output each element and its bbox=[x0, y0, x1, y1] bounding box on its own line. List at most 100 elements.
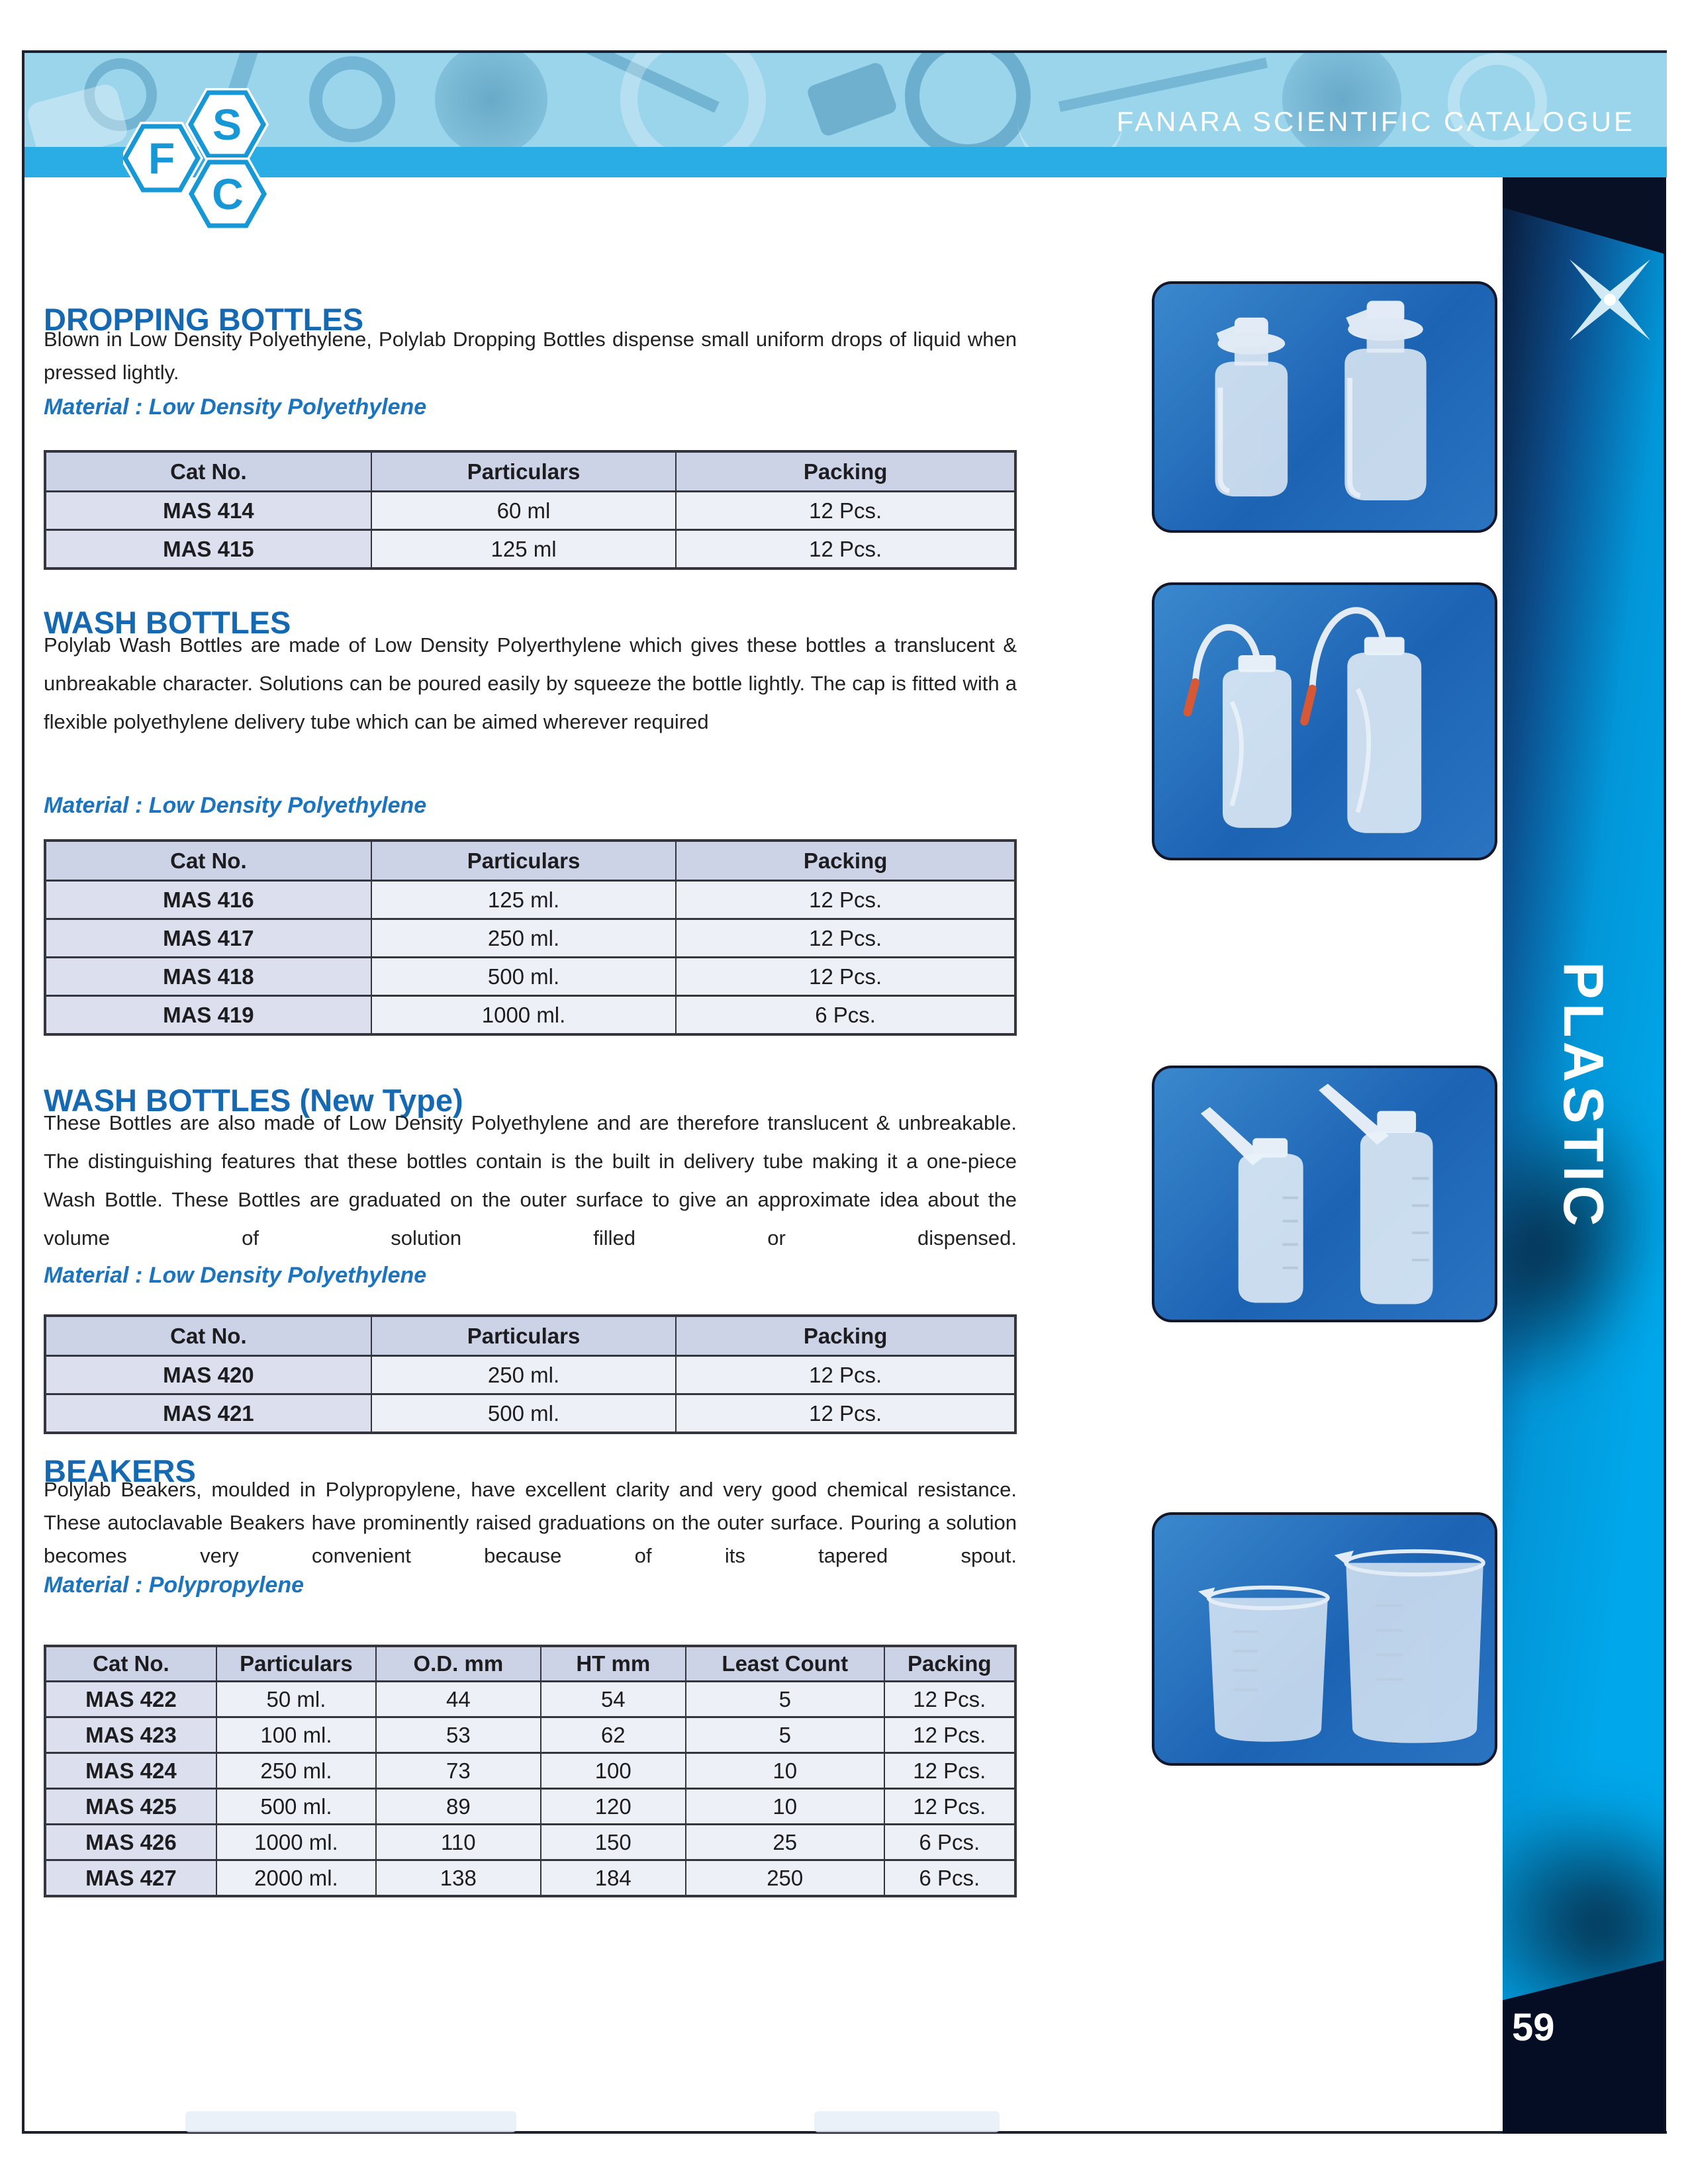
wash-bottles-table: Cat No. Particulars Packing MAS 416 125 ml. 1… bbox=[44, 839, 1017, 1036]
section-description: Polylab Beakers, moulded in Polypropylen… bbox=[44, 1478, 1017, 1567]
table-header-row: Cat No. Particulars Packing bbox=[46, 1317, 1014, 1355]
page-number: 59 bbox=[1512, 2006, 1555, 2049]
table-cell: 12 Pcs. bbox=[675, 1357, 1014, 1393]
table-cell: 5 bbox=[684, 1718, 884, 1752]
lab-equipment-ghost-icon bbox=[309, 56, 395, 142]
table-cell: 12 Pcs. bbox=[883, 1754, 1014, 1788]
print-ghost-smudge bbox=[814, 2111, 1000, 2132]
table-row: MAS 424 250 ml. 73 100 10 12 Pcs. bbox=[46, 1752, 1014, 1788]
table-cell: 6 Pcs. bbox=[675, 997, 1014, 1033]
table-cell: MAS 414 bbox=[46, 492, 371, 529]
table-cell: 250 ml. bbox=[370, 920, 676, 956]
banner-blue-stripe bbox=[24, 147, 1667, 177]
wash-bottles-photo bbox=[1152, 582, 1497, 860]
table-cell: 12 Pcs. bbox=[675, 920, 1014, 956]
lab-equipment-ghost-icon bbox=[620, 53, 766, 147]
header-banner bbox=[24, 53, 1667, 147]
table-cell: 12 Pcs. bbox=[883, 1718, 1014, 1752]
lab-equipment-ghost-icon bbox=[435, 53, 547, 147]
section-title-beakers: BEAKERS bbox=[44, 1453, 196, 1488]
table-cell: 12 Pcs. bbox=[675, 1395, 1014, 1432]
table-cell: 1000 ml. bbox=[215, 1825, 376, 1859]
column-header: Particulars bbox=[370, 1317, 676, 1355]
lab-equipment-ghost-icon bbox=[805, 60, 899, 138]
table-cell: MAS 422 bbox=[46, 1682, 216, 1716]
print-ghost-smudge bbox=[185, 2111, 516, 2132]
table-cell: 6 Pcs. bbox=[883, 1861, 1014, 1895]
table-cell: 125 ml. bbox=[370, 882, 676, 918]
table-row: MAS 419 1000 ml. 6 Pcs. bbox=[46, 995, 1014, 1033]
table-cell: 50 ml. bbox=[215, 1682, 376, 1716]
column-header: Particulars bbox=[215, 1647, 376, 1680]
table-cell: 120 bbox=[539, 1790, 685, 1823]
material-line: Material : Polypropylene bbox=[44, 1572, 304, 1598]
table-cell: 25 bbox=[684, 1825, 884, 1859]
lab-equipment-ghost-icon bbox=[905, 53, 1031, 147]
table-cell: 2000 ml. bbox=[215, 1861, 376, 1895]
table-cell: 10 bbox=[684, 1790, 884, 1823]
section-description: Polylab Wash Bottles are made of Low Den… bbox=[44, 633, 1017, 733]
table-row: MAS 414 60 ml 12 Pcs. bbox=[46, 490, 1014, 529]
table-cell: 12 Pcs. bbox=[675, 492, 1014, 529]
wash-bottle-large bbox=[1300, 607, 1422, 833]
wash-bottles-new-type-table: Cat No. Particulars Packing MAS 420 250 ml. 1… bbox=[44, 1314, 1017, 1434]
table-cell: 60 ml bbox=[370, 492, 676, 529]
table-cell: MAS 423 bbox=[46, 1718, 216, 1752]
table-cell: 73 bbox=[375, 1754, 540, 1788]
table-cell: MAS 415 bbox=[46, 531, 371, 567]
beakers-table: Cat No. Particulars O.D. mm HT mm Least Coun… bbox=[44, 1645, 1017, 1897]
column-header: O.D. mm bbox=[375, 1647, 540, 1680]
table-cell: 12 Pcs. bbox=[675, 958, 1014, 995]
logo-letter-c: C bbox=[212, 169, 244, 218]
logo-letter-f: F bbox=[148, 134, 175, 183]
section-title-wash-bottles: WASH BOTTLES bbox=[44, 605, 291, 640]
table-cell: 53 bbox=[375, 1718, 540, 1752]
table-cell: 5 bbox=[684, 1682, 884, 1716]
table-cell: 125 ml bbox=[370, 531, 676, 567]
table-cell: MAS 421 bbox=[46, 1395, 371, 1432]
catalogue-title: FANARA SCIENTIFIC CATALOGUE bbox=[1116, 106, 1635, 137]
beaker-large bbox=[1334, 1549, 1485, 1743]
page-border-frame bbox=[22, 50, 1667, 2134]
table-cell: 250 ml. bbox=[215, 1754, 376, 1788]
table-row: MAS 421 500 ml. 12 Pcs. bbox=[46, 1393, 1014, 1432]
beakers-photo bbox=[1152, 1512, 1497, 1766]
column-header: Cat No. bbox=[46, 1317, 371, 1355]
table-row: MAS 418 500 ml. 12 Pcs. bbox=[46, 956, 1014, 995]
column-header: Least Count bbox=[684, 1647, 884, 1680]
table-cell: 110 bbox=[375, 1825, 540, 1859]
table-cell: MAS 424 bbox=[46, 1754, 216, 1788]
table-cell: MAS 426 bbox=[46, 1825, 216, 1859]
table-cell: 500 ml. bbox=[370, 958, 676, 995]
table-cell: 138 bbox=[375, 1861, 540, 1895]
table-cell: 10 bbox=[684, 1754, 884, 1788]
table-cell: 62 bbox=[539, 1718, 685, 1752]
table-cell: MAS 425 bbox=[46, 1790, 216, 1823]
plastic-section-sidebar: PLASTIC 59 bbox=[1503, 177, 1666, 2134]
table-row: MAS 417 250 ml. 12 Pcs. bbox=[46, 918, 1014, 956]
wash-bottle-small bbox=[1183, 623, 1291, 828]
new-type-wash-bottle-small bbox=[1200, 1107, 1303, 1303]
table-cell: MAS 420 bbox=[46, 1357, 371, 1393]
table-header-row: Cat No. Particulars Packing bbox=[46, 453, 1014, 490]
column-header: Packing bbox=[675, 842, 1014, 880]
table-cell: 12 Pcs. bbox=[675, 531, 1014, 567]
table-cell: 1000 ml. bbox=[370, 997, 676, 1033]
table-cell: 6 Pcs. bbox=[883, 1825, 1014, 1859]
table-cell: 500 ml. bbox=[215, 1790, 376, 1823]
wash-bottles-new-type-photo bbox=[1152, 1066, 1497, 1322]
table-row: MAS 416 125 ml. 12 Pcs. bbox=[46, 880, 1014, 918]
table-cell: MAS 418 bbox=[46, 958, 371, 995]
dropping-bottles-photo bbox=[1152, 281, 1497, 533]
material-line: Material : Low Density Polyethylene bbox=[44, 1263, 427, 1288]
table-cell: 89 bbox=[375, 1790, 540, 1823]
table-row: MAS 415 125 ml 12 Pcs. bbox=[46, 529, 1014, 567]
dropping-bottle-small bbox=[1215, 317, 1288, 497]
table-cell: 12 Pcs. bbox=[675, 882, 1014, 918]
table-row: MAS 427 2000 ml. 138 184 250 6 Pcs. bbox=[46, 1859, 1014, 1895]
table-cell: 184 bbox=[539, 1861, 685, 1895]
column-header: Cat No. bbox=[46, 842, 371, 880]
lab-equipment-ghost-icon bbox=[24, 81, 130, 147]
column-header: Particulars bbox=[370, 453, 676, 490]
dropping-bottles-table: Cat No. Particulars Packing MAS 414 60 ml 12 … bbox=[44, 450, 1017, 570]
